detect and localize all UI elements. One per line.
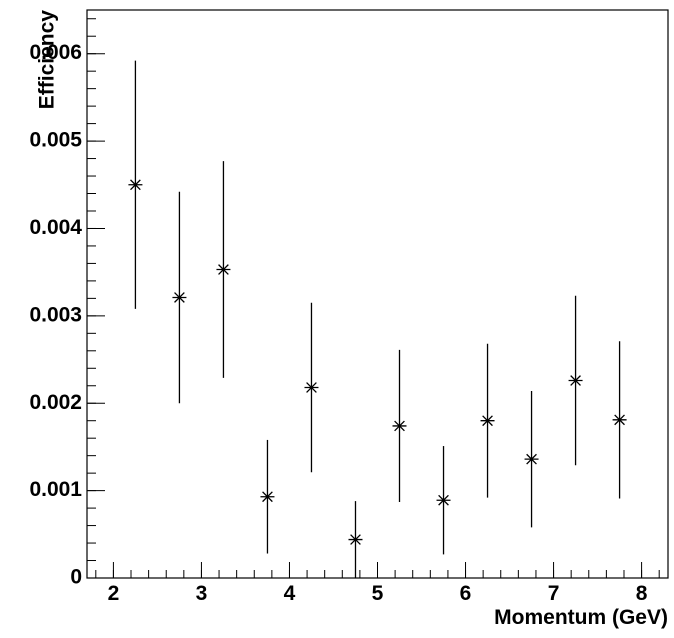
marker <box>568 375 583 386</box>
y-tick-label: 0.003 <box>29 303 82 326</box>
marker <box>612 414 627 426</box>
marker <box>524 453 539 465</box>
x-tick-label: 5 <box>372 582 384 605</box>
marker <box>172 292 187 303</box>
y-axis-label: Efficiency <box>36 10 59 110</box>
marker <box>216 264 231 275</box>
marker <box>392 420 407 432</box>
marker <box>304 382 319 393</box>
plot-frame <box>86 9 669 579</box>
y-tick-label: 0.001 <box>29 478 82 501</box>
marker <box>260 491 275 503</box>
marker <box>348 534 363 545</box>
x-axis-label: Momentum (GeV) <box>494 606 668 629</box>
marker <box>480 415 495 427</box>
x-tick-label: 2 <box>108 582 120 605</box>
x-tick-label: 4 <box>284 582 296 605</box>
y-tick-label: 0.005 <box>29 129 82 152</box>
x-tick-label: 8 <box>636 582 648 605</box>
y-tick-label: 0.002 <box>29 391 82 414</box>
x-tick-label: 7 <box>548 582 560 605</box>
x-tick-label: 6 <box>460 582 472 605</box>
y-tick-label: 0.004 <box>29 216 82 239</box>
marker <box>436 494 451 506</box>
y-tick-label: 0.006 <box>29 41 82 64</box>
x-tick-label: 3 <box>196 582 208 605</box>
marker <box>128 179 143 191</box>
y-tick-label: 0 <box>70 566 82 589</box>
